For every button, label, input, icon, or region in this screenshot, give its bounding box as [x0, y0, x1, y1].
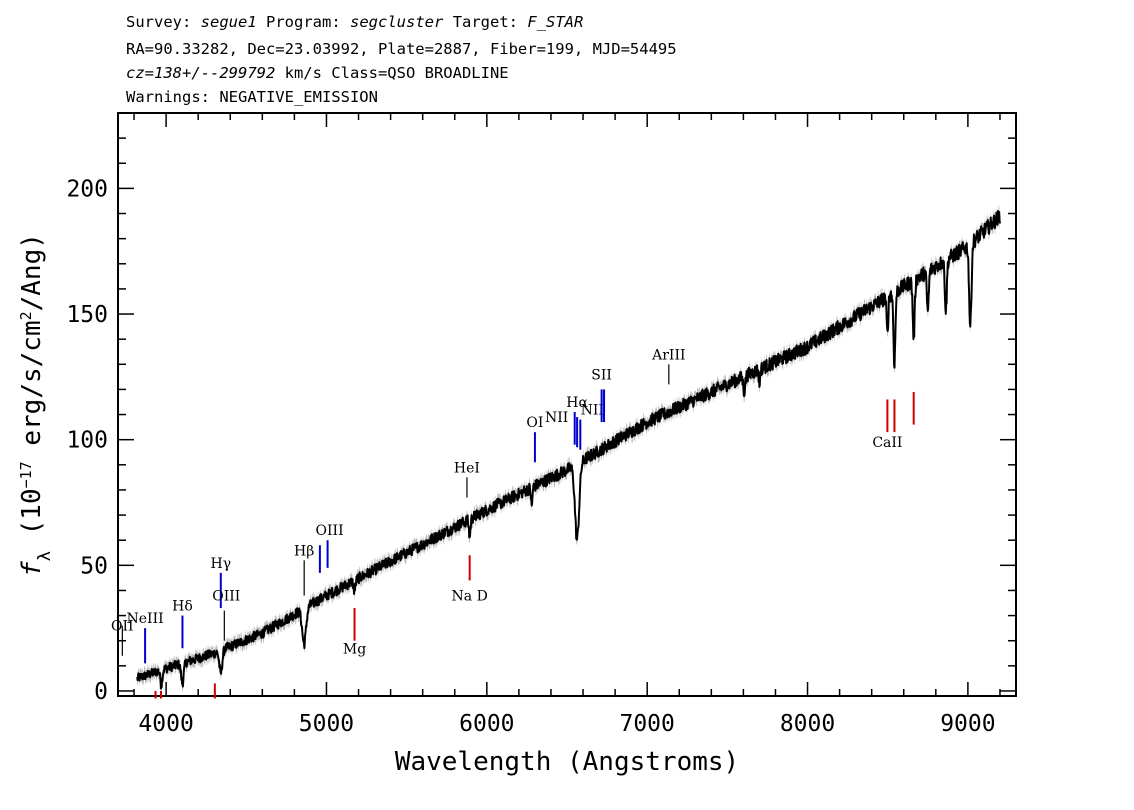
axes-ticks: 4000 5000 6000 7000 8000 9000 0 50 100 150 200	[66, 113, 1016, 737]
line-marker-label: Mg	[343, 641, 366, 657]
x-tick-label: 9000	[940, 711, 995, 737]
line-marker-label: OI	[526, 415, 543, 431]
line-marker-label: Na D	[452, 589, 488, 605]
plot-frame	[117, 112, 1017, 697]
line-marker-label: HeI	[454, 460, 480, 476]
y-tick-label: 50	[80, 553, 108, 579]
y-title-part-b: erg/s/cm	[17, 320, 47, 461]
y-tick-label: 100	[66, 428, 108, 454]
line-marker-label: Hα	[566, 395, 588, 411]
line-marker-label: OIII	[316, 523, 344, 539]
header-line-1: Survey: segue1 Program: segcluster Targe…	[126, 13, 583, 31]
line-marker-label: Hδ	[172, 599, 193, 615]
y-title-cm-exponent: 2	[17, 311, 35, 320]
y-title-f: f	[17, 561, 47, 577]
program-label: Program:	[266, 13, 341, 31]
header-line-4: Warnings: NEGATIVE_EMISSION	[126, 88, 378, 106]
line-marker-label: NII	[581, 403, 604, 419]
line-marker-label: Hγ	[210, 556, 231, 572]
x-tick-label: 7000	[619, 711, 674, 737]
plot-area	[136, 204, 1001, 695]
y-title-lambda: λ	[35, 551, 55, 561]
line-marker-label: CaII	[872, 435, 902, 451]
line-marker-label: OIII	[212, 589, 240, 605]
header-line-3: cz=138+/--299792 km/s Class=QSO BROADLIN…	[126, 64, 509, 82]
y-title-part-c: /Ang)	[17, 233, 47, 311]
line-marker-label: ArIII	[651, 347, 685, 363]
line-marker-label: Hβ	[294, 543, 314, 559]
y-tick-label: 200	[66, 176, 108, 202]
survey-value: segue1	[200, 13, 257, 31]
spectrum-line	[136, 210, 1001, 690]
redshift-value: cz=138+/--299792	[126, 64, 276, 82]
program-value: segcluster	[350, 13, 444, 31]
line-marker-label: SII	[591, 367, 612, 383]
target-value: F_STAR	[527, 13, 584, 31]
y-axis-title: fλ (10−17 erg/s/cm2/Ang)	[17, 233, 55, 577]
target-label: Target:	[452, 13, 519, 31]
header-line-2: RA=90.33282, Dec=23.03992, Plate=2887, F…	[126, 40, 677, 58]
x-tick-label: 5000	[299, 711, 354, 737]
x-tick-label: 6000	[459, 711, 514, 737]
class-text: km/s Class=QSO BROADLINE	[275, 64, 509, 82]
y-title-part-a: (10	[17, 488, 47, 551]
error-band	[137, 204, 1000, 695]
line-marker-label: OII	[111, 619, 134, 635]
line-marker-label: NeIII	[127, 611, 164, 627]
line-marker-label: NII	[545, 410, 568, 426]
survey-label: Survey:	[126, 13, 192, 31]
x-tick-label: 4000	[138, 711, 193, 737]
x-tick-label: 8000	[780, 711, 835, 737]
y-tick-label: 0	[94, 679, 108, 705]
x-axis-title: Wavelength (Angstroms)	[395, 747, 739, 777]
y-title-exponent: −17	[17, 461, 35, 488]
y-tick-label: 150	[66, 302, 108, 328]
